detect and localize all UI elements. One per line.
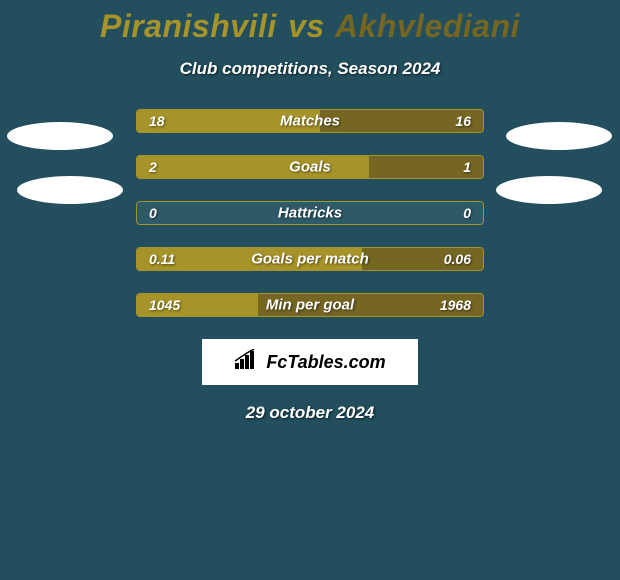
left-value: 1045 <box>149 297 180 313</box>
brand-box: FcTables.com <box>202 339 418 385</box>
right-value: 16 <box>455 113 471 129</box>
page-title: Piranishvili vs Akhvlediani <box>0 0 620 45</box>
metric-label: Goals per match <box>251 251 369 268</box>
left-fill <box>137 156 369 178</box>
stats-card: Piranishvili vs Akhvlediani Club competi… <box>0 0 620 580</box>
right-photo-placeholder-1 <box>506 122 612 150</box>
player-left-name: Piranishvili <box>100 8 277 44</box>
stat-row: 0 0 Hattricks <box>136 201 484 225</box>
metric-label: Matches <box>280 113 340 130</box>
date-label: 29 october 2024 <box>0 403 620 423</box>
right-photo-placeholder-2 <box>496 176 602 204</box>
stat-bars: 18 16 Matches 2 1 Goals 0 0 Hattricks 0.11 0.06 Goa… <box>136 109 484 317</box>
chart-icon <box>234 349 260 376</box>
metric-label: Hattricks <box>278 205 342 222</box>
brand-text: FcTables.com <box>266 352 385 373</box>
metric-label: Goals <box>289 159 331 176</box>
player-right-name: Akhvlediani <box>335 8 520 44</box>
vs-label: vs <box>286 8 327 44</box>
left-value: 0 <box>149 205 157 221</box>
stat-row: 1045 1968 Min per goal <box>136 293 484 317</box>
right-value: 0 <box>463 205 471 221</box>
stat-row: 0.11 0.06 Goals per match <box>136 247 484 271</box>
stat-row: 18 16 Matches <box>136 109 484 133</box>
subtitle: Club competitions, Season 2024 <box>0 59 620 79</box>
left-value: 18 <box>149 113 165 129</box>
left-photo-placeholder-1 <box>7 122 113 150</box>
left-photo-placeholder-2 <box>17 176 123 204</box>
left-value: 2 <box>149 159 157 175</box>
right-value: 0.06 <box>444 251 471 267</box>
stat-row: 2 1 Goals <box>136 155 484 179</box>
comparison-arena: 18 16 Matches 2 1 Goals 0 0 Hattricks 0.11 0.06 Goa… <box>0 109 620 317</box>
left-value: 0.11 <box>149 251 175 267</box>
metric-label: Min per goal <box>266 297 354 314</box>
right-value: 1968 <box>440 297 471 313</box>
right-value: 1 <box>463 159 471 175</box>
